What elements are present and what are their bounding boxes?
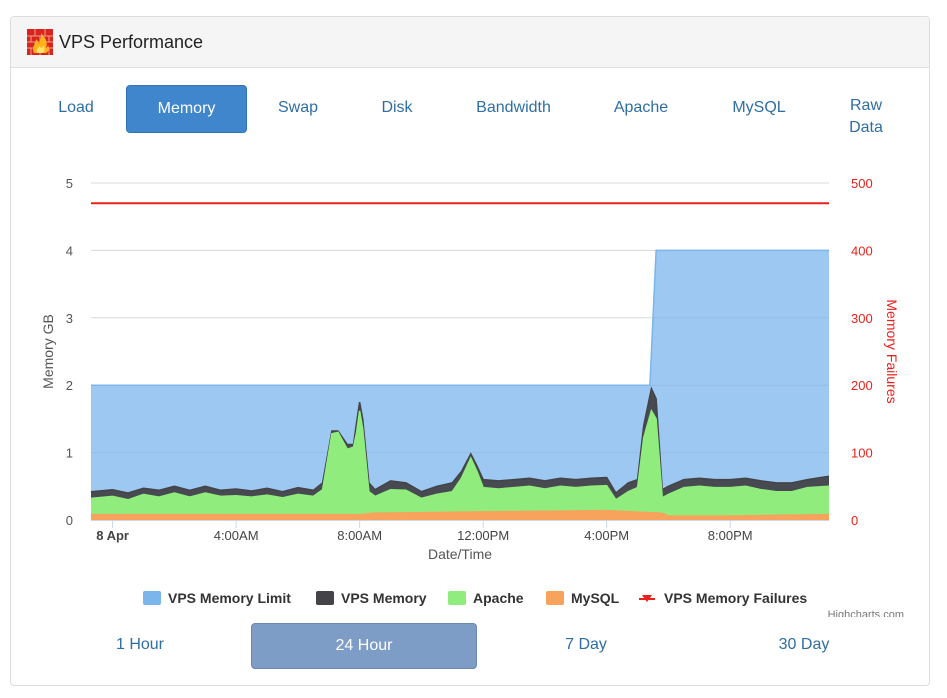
- x-tick-label: 8 Apr: [96, 528, 129, 543]
- range-7-day[interactable]: 7 Day: [565, 636, 607, 653]
- y2-tick-label: 500: [851, 176, 873, 191]
- tab-bandwidth[interactable]: Bandwidth: [476, 99, 551, 116]
- y-tick-label: 0: [66, 513, 73, 528]
- memory-chart: 0 1 2 3 4 5 0 100 200 300 400 500 8 Apr 4:00AM 8:00AM 1…: [40, 176, 904, 617]
- legend-swatch: [143, 591, 161, 605]
- legend-swatch: [448, 591, 466, 605]
- tab-mysql[interactable]: MySQL: [732, 99, 786, 116]
- legend-label: VPS Memory Failures: [664, 590, 807, 606]
- y-tick-label: 2: [66, 378, 73, 393]
- vps-performance-panel: VPS Performance Load Memory Swap Disk Ba…: [10, 16, 930, 686]
- legend-label: VPS Memory Limit: [168, 590, 291, 606]
- y2-tick-label: 0: [851, 513, 858, 528]
- y2-tick-label: 200: [851, 378, 873, 393]
- fire-wall-icon: [27, 29, 53, 55]
- legend-label: MySQL: [571, 590, 620, 606]
- chart-axes: 0 1 2 3 4 5 0 100 200 300 400 500 8 Apr 4:00AM 8:00AM 1…: [40, 176, 900, 562]
- y2-tick-label: 100: [851, 446, 873, 461]
- y-tick-label: 5: [66, 176, 73, 191]
- tab-load[interactable]: Load: [58, 99, 94, 116]
- y-axis-title: Memory GB: [40, 314, 56, 389]
- x-tick-label: 12:00PM: [457, 528, 509, 543]
- y2-tick-label: 400: [851, 243, 873, 258]
- series-apache: [91, 410, 829, 520]
- credits-label: Highcharts.com: [828, 609, 904, 617]
- y-tick-label: 4: [66, 243, 73, 258]
- panel-title: VPS Performance: [59, 31, 204, 52]
- x-tick-label: 8:00AM: [337, 528, 382, 543]
- range-30-day[interactable]: 30 Day: [778, 636, 830, 653]
- y-tick-label: 3: [66, 311, 73, 326]
- panel-header: VPS Performance: [11, 17, 929, 68]
- series-edge: [90, 386, 830, 495]
- tab-raw-data[interactable]: Raw Data: [849, 97, 883, 136]
- metric-tabs: Load Memory Swap Disk Bandwidth Apache M…: [11, 85, 931, 145]
- legend-swatch: [546, 591, 564, 605]
- time-range-selector: 1 Hour 24 Hour 7 Day 30 Day: [11, 623, 931, 671]
- series-edge: [91, 249, 829, 386]
- x-tick-label: 4:00PM: [584, 528, 629, 543]
- range-24-hour[interactable]: 24 Hour: [251, 623, 477, 669]
- range-1-hour[interactable]: 1 Hour: [115, 636, 165, 653]
- x-tick-label: 4:00AM: [214, 528, 259, 543]
- tab-apache[interactable]: Apache: [613, 99, 669, 116]
- y2-axis-title: Memory Failures: [884, 299, 900, 403]
- chart-series: [90, 202, 830, 520]
- x-axis-title: Date/Time: [428, 546, 492, 562]
- legend-triangle-symbol: [642, 595, 652, 602]
- series-edge: [90, 408, 830, 501]
- legend-swatch: [316, 591, 334, 605]
- tab-disk[interactable]: Disk: [381, 99, 413, 116]
- x-tick-label: 8:00PM: [708, 528, 753, 543]
- legend-label: Apache: [473, 590, 524, 606]
- tab-memory[interactable]: Memory: [126, 85, 247, 133]
- y-tick-label: 1: [66, 446, 73, 461]
- y2-tick-label: 300: [851, 311, 873, 326]
- tab-swap[interactable]: Swap: [277, 99, 319, 116]
- chart-legend: VPS Memory Limit VPS Memory Apache MySQL VPS…: [143, 590, 904, 617]
- series-edge: [91, 509, 830, 517]
- legend-label: VPS Memory: [341, 590, 427, 606]
